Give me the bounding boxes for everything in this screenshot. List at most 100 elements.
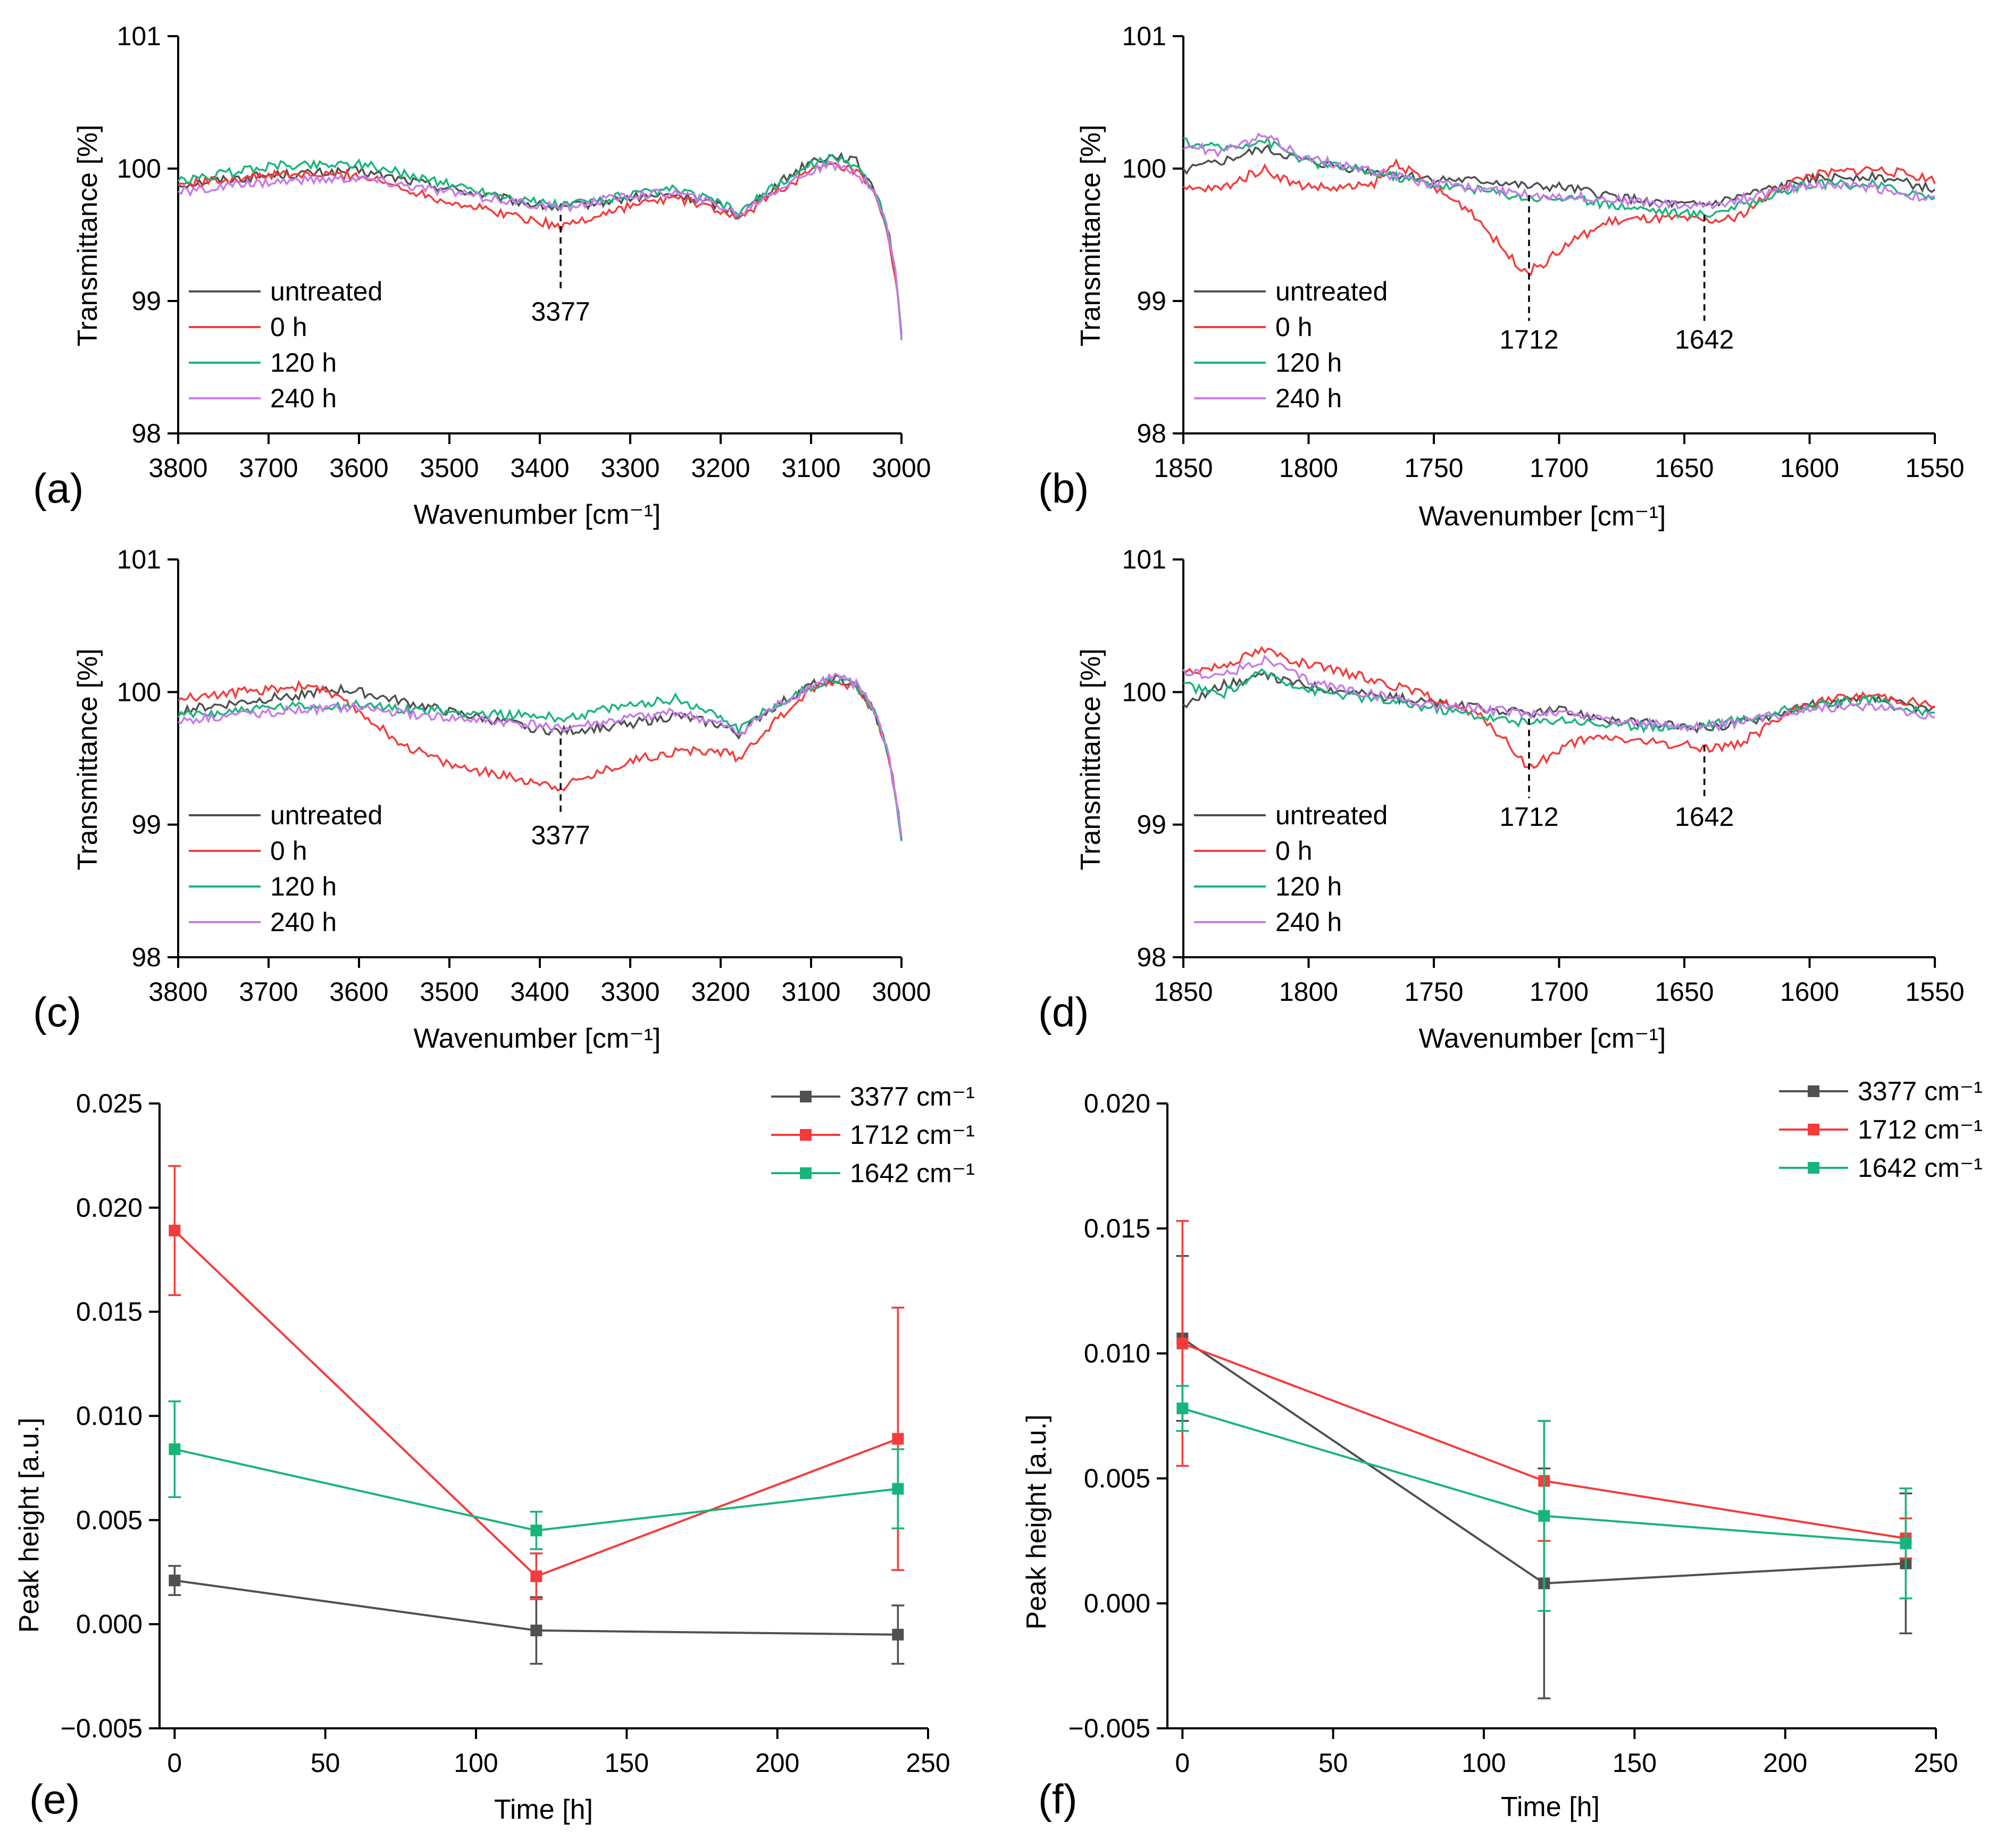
panel-e-ticks: 0 50 100 150 200 250 −0.005 0.000 0.005 0.010 0.01… xyxy=(61,1089,950,1778)
panel-c-x-axis-label: Wavenumber [cm⁻¹] xyxy=(414,1023,661,1054)
legend-label: 120 h xyxy=(270,348,337,378)
data-point xyxy=(169,1574,181,1586)
series-line-0-h xyxy=(1182,158,1936,277)
y-tick-label: 99 xyxy=(1137,810,1166,840)
legend-label: 120 h xyxy=(1275,348,1342,378)
panel-f-y-axis-label: Peak height [a.u.] xyxy=(1021,1415,1052,1630)
x-tick-label: 3100 xyxy=(781,453,840,483)
panel-b-x-axis-label: Wavenumber [cm⁻¹] xyxy=(1419,501,1666,532)
x-tick-label: 200 xyxy=(1763,1748,1807,1778)
legend-label: 0 h xyxy=(270,312,307,342)
y-tick-label: 0.005 xyxy=(1084,1464,1150,1493)
legend-label: 1712 cm⁻¹ xyxy=(850,1120,975,1150)
panel-e: 0 50 100 150 200 250 −0.005 0.000 0.005 0.010 0.01… xyxy=(14,1082,975,1825)
legend-marker xyxy=(800,1091,812,1102)
panel-e-legend: 3377 cm⁻¹ 1712 cm⁻¹ 1642 cm⁻¹ xyxy=(771,1082,975,1188)
panel-b-ticks: 1850 1800 1750 1700 1650 1600 1550 98 99 100 101 xyxy=(1122,21,1965,483)
panel-d: 1850 1800 1750 1700 1650 1600 1550 98 99 100 101 1… xyxy=(1038,545,1965,1054)
panel-d-x-axis-label: Wavenumber [cm⁻¹] xyxy=(1419,1023,1666,1054)
x-tick-label: 3400 xyxy=(510,453,569,483)
series-line-240-h xyxy=(1182,654,1935,733)
legend-label: 0 h xyxy=(270,836,307,866)
y-tick-label: 98 xyxy=(131,419,161,448)
data-point xyxy=(530,1624,542,1636)
panel-d-y-axis-label: Transmittance [%] xyxy=(1075,648,1106,870)
legend-label: 3377 cm⁻¹ xyxy=(850,1082,975,1111)
legend-label: 240 h xyxy=(270,383,337,413)
x-tick-label: 3500 xyxy=(420,977,479,1007)
panel-a-y-axis-label: Transmittance [%] xyxy=(72,124,103,346)
x-tick-label: 1850 xyxy=(1154,453,1213,483)
data-point xyxy=(1538,1510,1550,1522)
y-tick-label: 0.000 xyxy=(1084,1588,1150,1618)
panel-b-legend: untreated 0 h 120 h 240 h xyxy=(1194,277,1388,413)
x-tick-label: 3600 xyxy=(329,977,388,1007)
x-tick-label: 1800 xyxy=(1279,453,1338,483)
y-tick-label: 98 xyxy=(1137,419,1166,448)
panel-b: 1850 1800 1750 1700 1650 1600 1550 98 99 100 101 1… xyxy=(1038,21,1965,532)
data-point xyxy=(892,1628,904,1641)
x-tick-label: 1650 xyxy=(1655,977,1714,1007)
legend-label: 240 h xyxy=(1275,383,1342,413)
y-tick-label: 0.015 xyxy=(76,1297,143,1327)
y-tick-label: 0.025 xyxy=(76,1089,143,1118)
x-tick-label: 1800 xyxy=(1279,977,1338,1007)
legend-label: 1642 cm⁻¹ xyxy=(850,1158,975,1188)
y-tick-label: 98 xyxy=(131,942,161,972)
data-point xyxy=(530,1524,542,1536)
x-tick-label: 3100 xyxy=(781,977,840,1007)
legend-label: 120 h xyxy=(270,872,337,901)
panel-f-plot-area xyxy=(1176,1220,1913,1700)
data-point xyxy=(892,1483,904,1495)
x-tick-label: 100 xyxy=(1461,1748,1506,1778)
x-tick-label: 150 xyxy=(1613,1748,1657,1778)
data-point xyxy=(1176,1402,1189,1415)
x-tick-label: 250 xyxy=(906,1748,950,1778)
y-tick-label: 0.020 xyxy=(1084,1089,1150,1118)
x-tick-label: 50 xyxy=(311,1748,340,1778)
legend-label: 1712 cm⁻¹ xyxy=(1858,1115,1983,1144)
y-tick-label: 100 xyxy=(1122,677,1166,707)
panel-b-y-axis-label: Transmittance [%] xyxy=(1075,124,1106,346)
x-tick-label: 0 xyxy=(167,1748,182,1778)
x-tick-label: 3700 xyxy=(239,977,298,1007)
y-tick-label: 99 xyxy=(131,810,161,840)
y-tick-label: 101 xyxy=(117,545,161,574)
x-tick-label: 1750 xyxy=(1404,453,1463,483)
y-tick-label: 101 xyxy=(1122,545,1166,574)
annotation-label: 1712 xyxy=(1499,802,1558,832)
y-tick-label: 100 xyxy=(117,677,161,707)
annotation-label: 1642 xyxy=(1675,802,1734,832)
x-tick-label: 3700 xyxy=(239,453,298,483)
panel-c: 3800 3700 3600 3500 3400 3300 3200 3100 3000 98 99… xyxy=(33,545,931,1054)
annotation-label: 1642 xyxy=(1675,324,1734,354)
x-tick-label: 1600 xyxy=(1780,977,1839,1007)
series-line-120-h xyxy=(1183,668,1935,734)
legend-label: 240 h xyxy=(270,907,337,937)
panel-e-label: (e) xyxy=(29,1776,80,1822)
legend-label: 3377 cm⁻¹ xyxy=(1858,1076,1983,1106)
panel-e-x-axis-label: Time [h] xyxy=(494,1794,593,1825)
x-tick-label: 1700 xyxy=(1530,453,1589,483)
panel-a: 3800 3700 3600 3500 3400 3300 3200 3100 3000 98 99… xyxy=(33,21,931,530)
legend-label: 0 h xyxy=(1275,312,1313,342)
panel-f-x-axis-label: Time [h] xyxy=(1501,1792,1600,1822)
panel-a-x-axis-label: Wavenumber [cm⁻¹] xyxy=(414,499,661,530)
x-tick-label: 3000 xyxy=(872,977,931,1007)
data-point xyxy=(169,1443,181,1456)
x-tick-label: 1750 xyxy=(1404,977,1463,1007)
y-tick-label: 99 xyxy=(131,286,161,316)
y-tick-label: 0.000 xyxy=(76,1609,143,1639)
legend-label: untreated xyxy=(1275,800,1388,830)
x-tick-label: 250 xyxy=(1914,1748,1958,1778)
panel-e-y-axis-label: Peak height [a.u.] xyxy=(14,1418,45,1633)
x-tick-label: 3200 xyxy=(691,977,750,1007)
series-line-240-h xyxy=(1183,132,1935,210)
x-tick-label: 3800 xyxy=(148,453,207,483)
x-tick-label: 100 xyxy=(454,1748,498,1778)
panel-c-y-axis-label: Transmittance [%] xyxy=(72,648,103,870)
legend-label: 240 h xyxy=(1275,907,1342,937)
data-point xyxy=(530,1570,542,1583)
x-tick-label: 3600 xyxy=(329,453,388,483)
